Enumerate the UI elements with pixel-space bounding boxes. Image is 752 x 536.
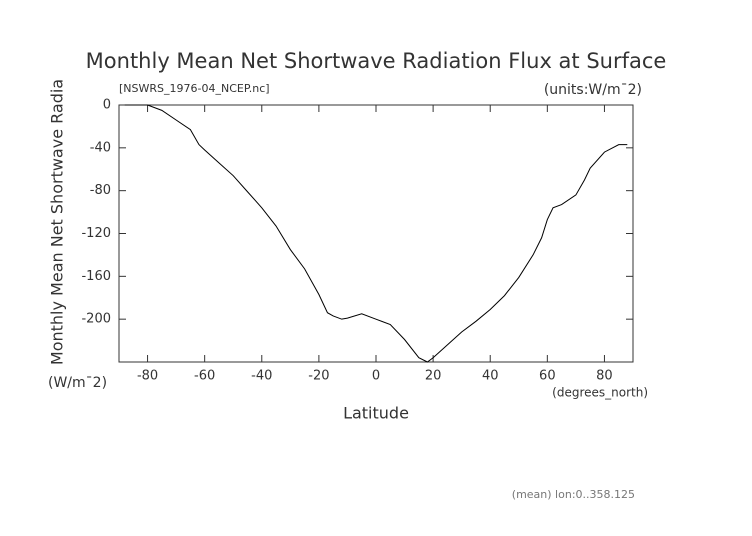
plot-frame xyxy=(118,104,634,363)
x-tick-label: -80 xyxy=(137,369,158,384)
x-axis-label: Latitude xyxy=(343,404,409,423)
footnote: (mean) lon:0..358.125 xyxy=(512,488,635,501)
y-tick-label: -120 xyxy=(81,226,111,241)
y-axis-units: (W/m¯2) xyxy=(48,375,107,391)
x-tick-label: 0 xyxy=(372,369,380,384)
y-tick-label: 0 xyxy=(103,98,111,113)
y-tick-label: -40 xyxy=(90,140,111,155)
x-tick-label: 80 xyxy=(596,369,613,384)
x-tick-label: -20 xyxy=(308,369,329,384)
x-axis-units: (degrees_north) xyxy=(552,386,648,400)
x-tick-label: -60 xyxy=(194,369,215,384)
x-tick-label: -40 xyxy=(251,369,272,384)
chart-title: Monthly Mean Net Shortwave Radiation Flu… xyxy=(86,49,667,73)
units-label: (units:W/m¯2) xyxy=(544,82,642,98)
x-tick-label: 20 xyxy=(425,369,442,384)
y-axis-label: Monthly Mean Net Shortwave Radia xyxy=(48,79,67,365)
y-tick-label: -160 xyxy=(81,269,111,284)
y-tick-label: -80 xyxy=(90,183,111,198)
data-line xyxy=(124,104,628,363)
subtitle: [NSWRS_1976-04_NCEP.nc] xyxy=(119,82,270,95)
x-tick-label: 40 xyxy=(482,369,499,384)
x-tick-label: 60 xyxy=(539,369,556,384)
y-tick-label: -200 xyxy=(81,312,111,327)
